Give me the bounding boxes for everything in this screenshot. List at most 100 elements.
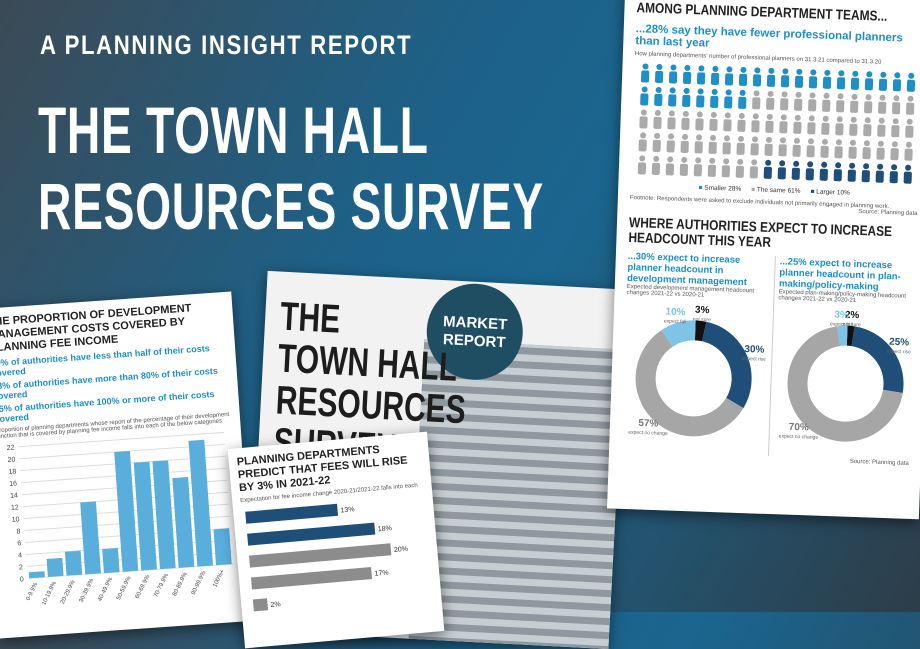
- x-tick-label: 70-79.9%: [153, 572, 170, 598]
- person-icon-body: [652, 139, 661, 152]
- donut-block: ...30% expect to increase planner headco…: [621, 251, 769, 456]
- person-icon-body: [668, 94, 677, 107]
- person-icon-head: [793, 160, 800, 167]
- person-icon-head: [809, 92, 816, 99]
- bar: [250, 567, 373, 590]
- person-icon-head: [640, 132, 647, 139]
- person-icon-body: [820, 145, 829, 158]
- person-icon-head: [723, 158, 730, 165]
- person-icon-head: [905, 164, 912, 171]
- person-icon-body: [639, 116, 648, 129]
- person-icon-body: [724, 96, 733, 109]
- x-tick-label: 100%+: [212, 568, 226, 588]
- donut-caption: ...25% expect to increase planner headco…: [778, 256, 901, 293]
- person-icon-head: [681, 156, 688, 163]
- cover-title: RESOURCES: [275, 378, 467, 432]
- person-icon-head: [796, 68, 803, 75]
- person-icon-head: [822, 115, 829, 122]
- person-icon-head: [810, 69, 817, 76]
- person-icon-head: [751, 136, 758, 143]
- person-icon-body: [696, 72, 706, 85]
- person-icon-body: [694, 141, 703, 154]
- person-icon-body: [890, 148, 899, 161]
- person-icon-body: [836, 77, 846, 90]
- person-icon-body: [805, 168, 814, 181]
- kicker: A PLANNING INSIGHT REPORT: [40, 30, 413, 60]
- person-icon-head: [851, 93, 858, 100]
- person-icon-head: [877, 140, 884, 147]
- person-icon-head: [836, 116, 843, 123]
- person-icon-head: [765, 159, 772, 166]
- y-tick-label: 6: [17, 540, 21, 547]
- person-icon-head: [780, 114, 787, 121]
- x-tick-label: 30-39.9%: [79, 577, 96, 603]
- person-icon-head: [905, 141, 912, 148]
- y-tick-label: 8: [16, 528, 20, 535]
- person-icon-head: [779, 137, 786, 144]
- person-icon-head: [781, 91, 788, 98]
- person-icon-body: [653, 116, 662, 129]
- person-icon-body: [793, 121, 802, 134]
- person-icon-head: [698, 65, 705, 72]
- legend-entry: ■ Smaller 28%: [698, 184, 742, 193]
- person-icon-head: [739, 89, 746, 96]
- person-icon-body: [806, 145, 815, 158]
- y-tick-label: 4: [18, 552, 22, 559]
- person-icon-head: [724, 135, 731, 142]
- person-icon-body: [850, 77, 860, 90]
- person-icon-head: [892, 118, 899, 125]
- segment-label: 10%: [665, 307, 685, 319]
- person-icon-body: [765, 120, 774, 133]
- person-icon-head: [669, 87, 676, 94]
- segment-name: expect fall: [830, 321, 853, 328]
- person-icon-head: [737, 158, 744, 165]
- bar: [252, 598, 269, 612]
- donut-caption: ...30% expect to increase planner headco…: [626, 250, 748, 289]
- person-icon-head: [684, 64, 691, 71]
- person-icon-body: [763, 166, 772, 179]
- legend-text: Larger 10%: [816, 188, 850, 197]
- person-icon-head: [850, 116, 857, 123]
- person-icon-body: [822, 76, 832, 89]
- bar: [188, 439, 214, 567]
- photo-stairs: [408, 339, 625, 649]
- value-label: 17%: [374, 570, 389, 578]
- title-line: RESOURCES SURVEY: [38, 169, 544, 243]
- x-tick-label: 60-69.9%: [135, 574, 152, 600]
- person-icon-body: [709, 118, 718, 131]
- person-icon-body: [707, 164, 717, 177]
- person-icon-body: [651, 162, 661, 175]
- person-icon-head: [795, 91, 802, 98]
- y-tick-label: 14: [10, 492, 18, 500]
- person-icon-head: [866, 71, 873, 78]
- person-icon-body: [819, 168, 828, 181]
- legend-text: Smaller 28%: [704, 184, 742, 193]
- person-icon-head: [668, 133, 675, 140]
- segment-label: 3%: [695, 305, 710, 317]
- person-icon-body: [878, 101, 887, 114]
- badge-text: REPORT: [443, 331, 506, 351]
- person-icon-head: [724, 112, 731, 119]
- person-icon-body: [710, 95, 719, 108]
- person-icon-body: [905, 125, 914, 138]
- person-icon-head: [880, 71, 887, 78]
- person-icon-body: [877, 124, 886, 137]
- bar: [64, 550, 83, 576]
- person-icon-body: [862, 147, 871, 160]
- y-tick-label: 16: [9, 480, 17, 488]
- person-icon-body: [891, 125, 900, 138]
- person-icon-body: [640, 70, 650, 83]
- person-icon-head: [726, 66, 733, 73]
- donut-segment: [635, 320, 752, 437]
- person-icon-head: [696, 111, 703, 118]
- person-icon-head: [725, 89, 732, 96]
- person-icon-head: [907, 95, 914, 102]
- person-icon-head: [653, 155, 660, 162]
- segment-label: 57%: [638, 418, 658, 430]
- person-icon-body: [666, 140, 675, 153]
- person-icon-head: [766, 113, 773, 120]
- person-icon-head: [641, 86, 648, 93]
- person-icon-body: [822, 99, 831, 112]
- person-icon-head: [782, 68, 789, 75]
- person-icon-body: [738, 73, 748, 86]
